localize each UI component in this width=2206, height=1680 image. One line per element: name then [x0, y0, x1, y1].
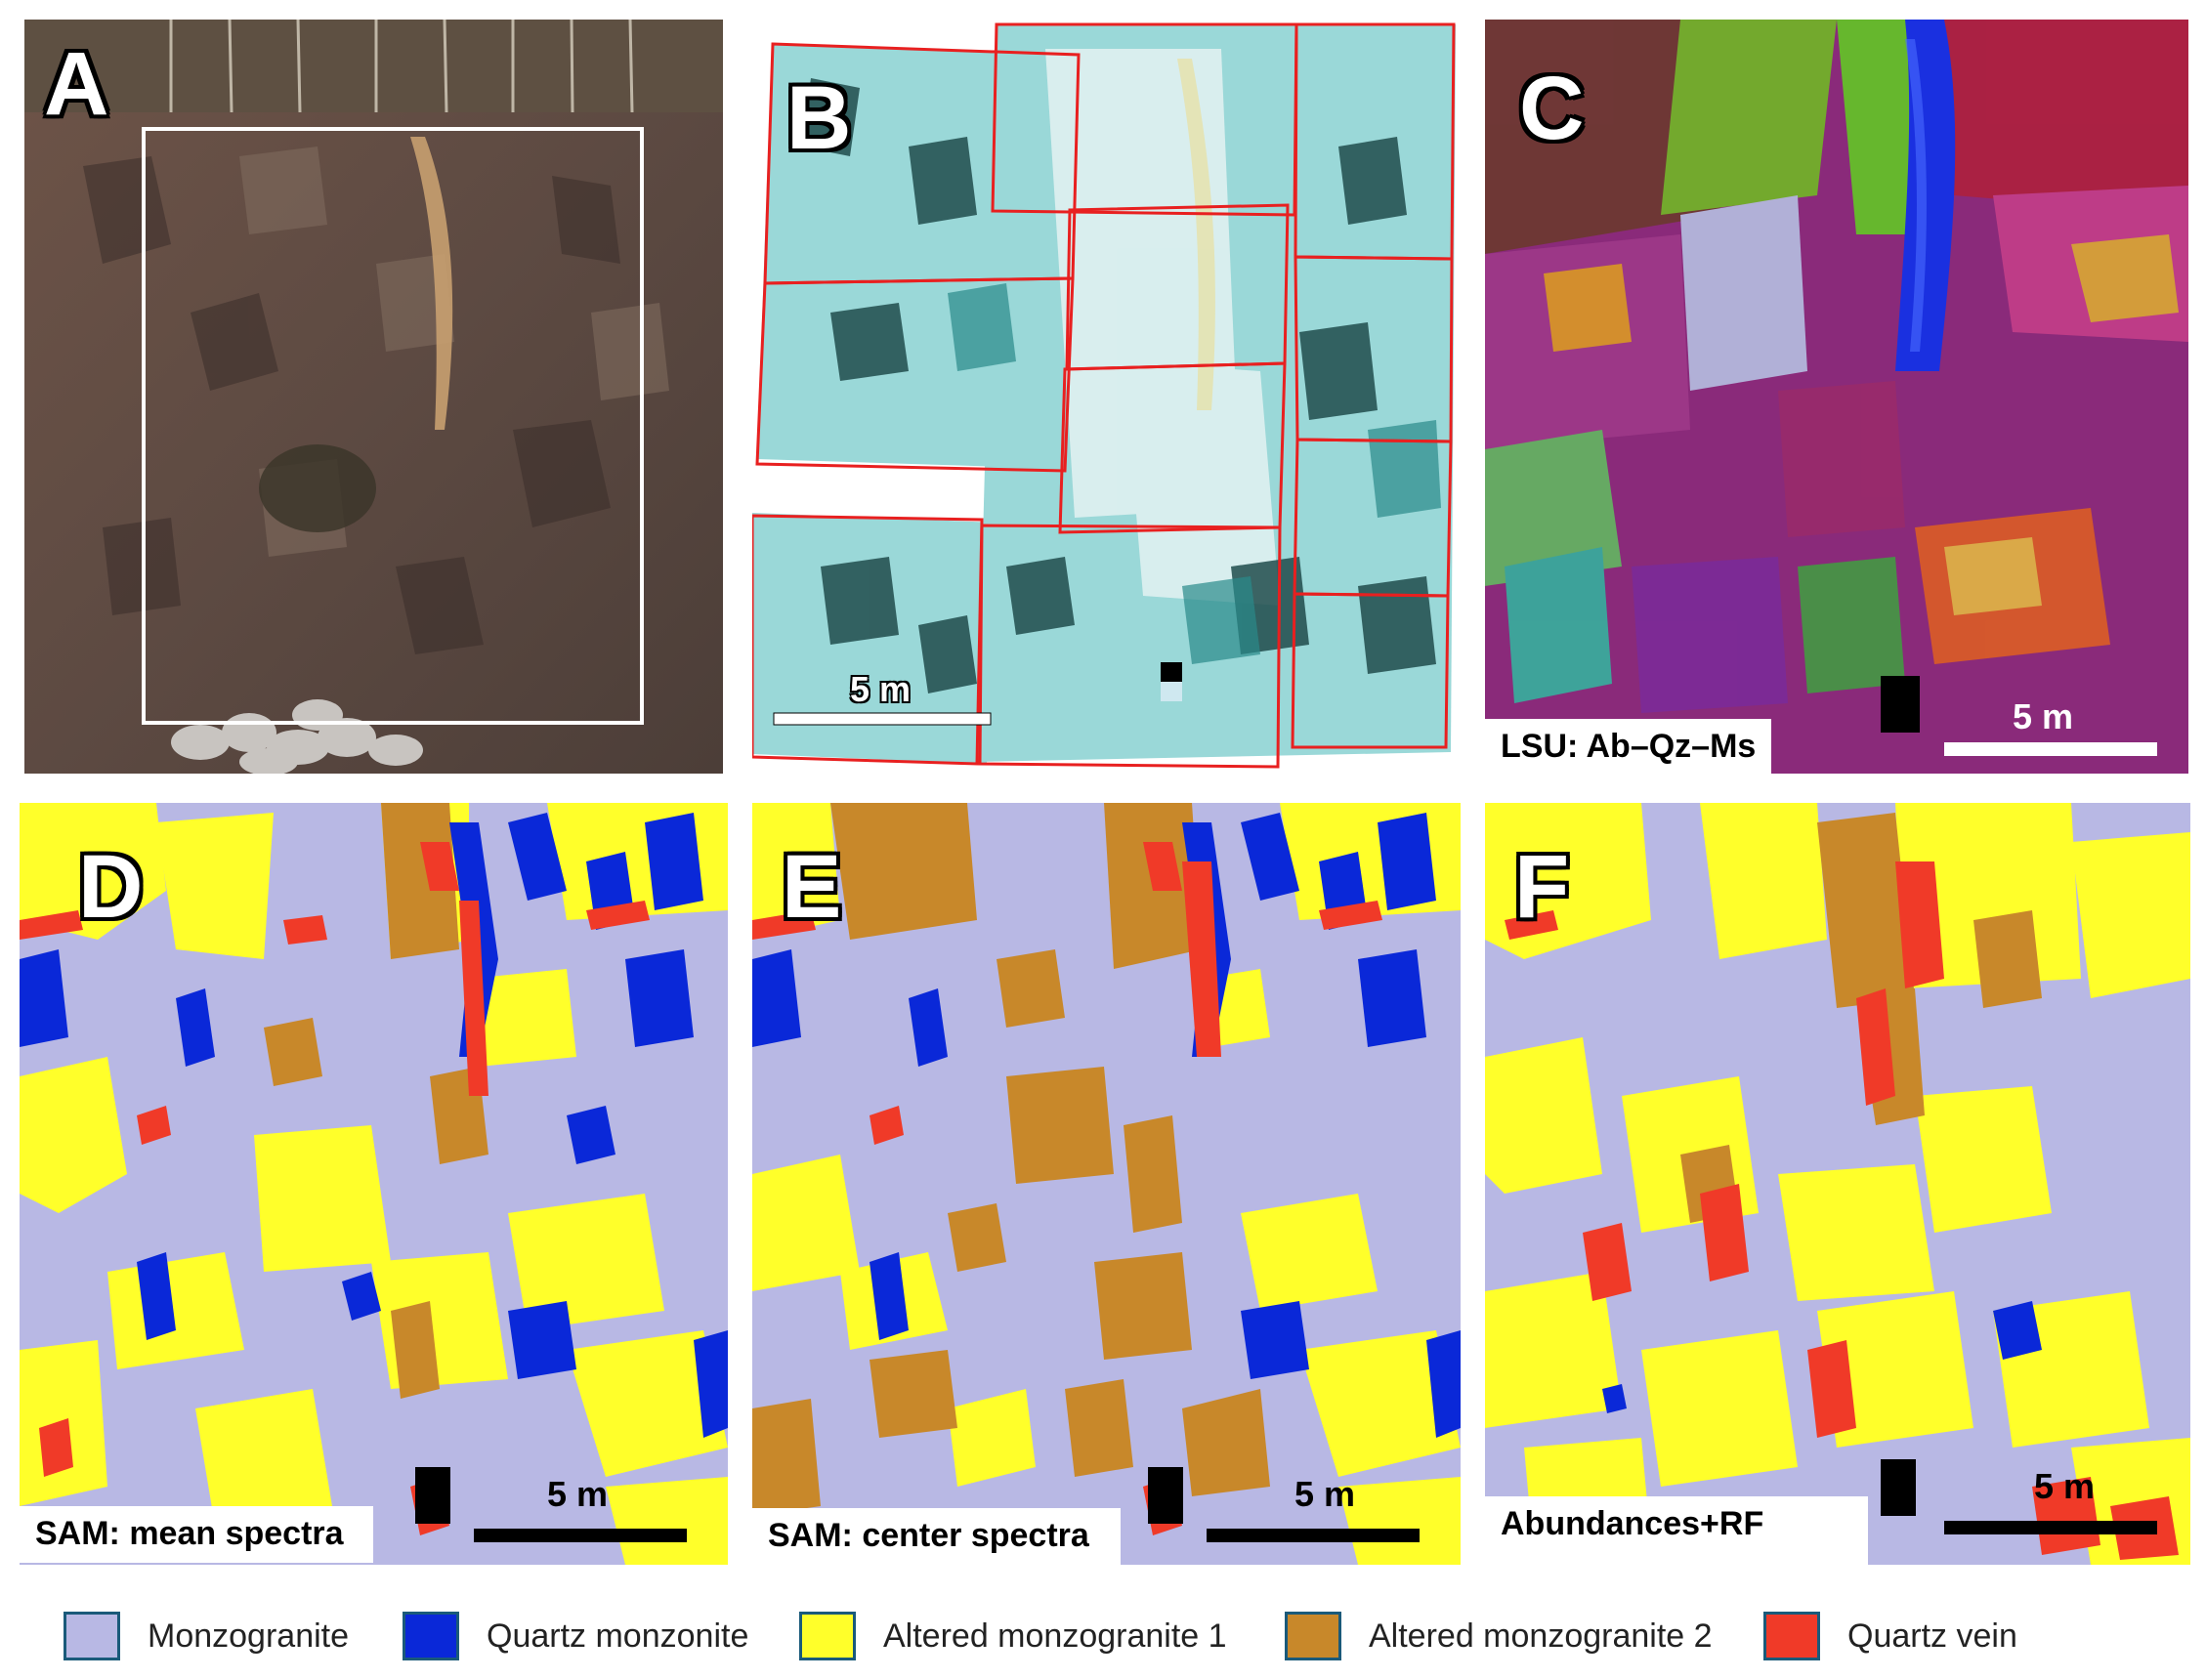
legend-label: Quartz vein [1847, 1617, 2017, 1655]
rock-face-photo [24, 20, 723, 774]
panel-d-map: D 5 m SAM: mean spectra [20, 803, 728, 1565]
panel-c-lsu: C 5 m LSU: Ab–Qz–Ms [1485, 20, 2188, 774]
panel-f-caption: Abundances+RF [1485, 1496, 1868, 1565]
legend-item-quartz-vein: Quartz vein [1763, 1602, 2017, 1670]
panel-b-letter: B [786, 68, 852, 168]
classification-map-f [1485, 803, 2190, 1565]
legend-swatch-altered-monzogranite-2 [1285, 1612, 1341, 1660]
panel-f-map: F 5 m Abundances+RF [1485, 803, 2190, 1565]
legend-label: Altered monzogranite 2 [1369, 1617, 1713, 1655]
legend-swatch-monzogranite [64, 1612, 120, 1660]
legend-item-monzogranite: Monzogranite [64, 1602, 349, 1670]
panel-b-scale-label: 5 m [850, 669, 912, 709]
panel-f-scale-label: 5 m [2034, 1466, 2096, 1506]
panel-b-mosaic: B 5 m [752, 20, 1456, 774]
panel-a-photo: A [24, 20, 723, 774]
classification-map-e [752, 803, 1461, 1565]
panel-c-caption: LSU: Ab–Qz–Ms [1485, 719, 1772, 774]
legend-swatch-quartz-monzonite [403, 1612, 459, 1660]
panel-e-letter: E [782, 837, 842, 937]
legend-item-quartz-monzonite: Quartz monzonite [403, 1602, 748, 1670]
panel-e-caption: SAM: center spectra [752, 1508, 1121, 1565]
hyperspectral-mosaic [752, 22, 1456, 769]
panel-d-caption: SAM: mean spectra [20, 1506, 373, 1563]
legend-item-altered-monzogranite-2: Altered monzogranite 2 [1285, 1602, 1713, 1670]
panel-c-scale-label: 5 m [2013, 696, 2074, 736]
selection-rectangle [142, 127, 644, 725]
panel-c-letter: C [1519, 59, 1585, 158]
classification-map-d [20, 803, 728, 1565]
panel-e-map: E 5 m SAM: center spectra [752, 803, 1461, 1565]
panel-d-scale-label: 5 m [547, 1474, 609, 1514]
lsu-composite-image [1485, 20, 2188, 774]
panel-e-scale-label: 5 m [1294, 1474, 1356, 1514]
panel-d-letter: D [78, 837, 144, 937]
legend-label: Quartz monzonite [487, 1617, 749, 1655]
legend-swatch-altered-monzogranite-1 [799, 1612, 856, 1660]
legend-swatch-quartz-vein [1763, 1612, 1820, 1660]
legend-item-altered-monzogranite-1: Altered monzogranite 1 [799, 1602, 1227, 1670]
legend-label: Monzogranite [148, 1617, 350, 1655]
legend: Monzogranite Quartz monzonite Altered mo… [59, 1602, 2169, 1670]
panel-f-letter: F [1514, 837, 1570, 937]
legend-label: Altered monzogranite 1 [883, 1617, 1227, 1655]
panel-a-letter: A [44, 34, 109, 134]
